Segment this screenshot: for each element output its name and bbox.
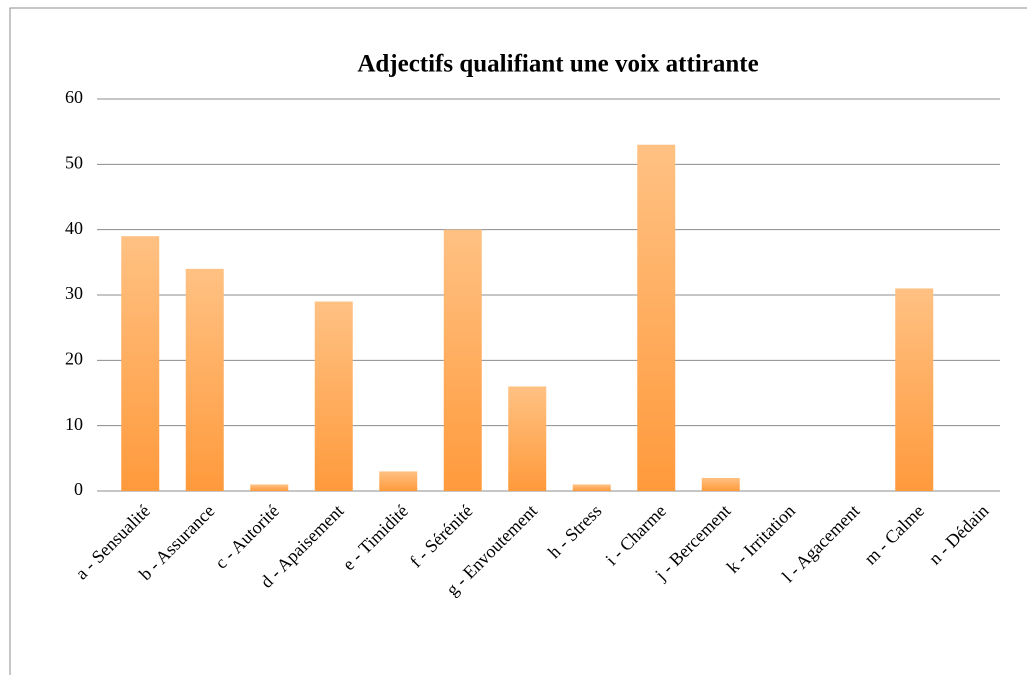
y-tick-label: 0 <box>74 479 83 499</box>
bar <box>443 229 482 491</box>
bar <box>895 288 934 491</box>
bar <box>314 301 353 491</box>
y-tick-label: 20 <box>65 348 83 368</box>
bar <box>121 236 160 491</box>
y-tick-label: 60 <box>65 87 83 107</box>
x-tick-label: h - Stress <box>544 501 606 563</box>
bar <box>637 144 676 491</box>
x-tick-label: i - Charme <box>601 501 670 570</box>
chart-title: Adjectifs qualifiant une voix attirante <box>357 51 758 78</box>
y-tick-label: 40 <box>65 218 83 238</box>
chart-frame <box>9 7 1027 675</box>
bar <box>185 268 224 491</box>
y-tick-label: 30 <box>65 283 83 303</box>
y-tick-label: 10 <box>65 414 83 434</box>
x-tick-label: n - Dédain <box>925 501 993 569</box>
bar <box>508 386 547 491</box>
bar <box>572 484 611 491</box>
x-tick-label: e - Timidité <box>338 501 412 575</box>
x-tick-label: m - Calme <box>860 501 928 569</box>
bar <box>379 471 418 491</box>
y-tick-label: 50 <box>65 152 83 172</box>
bar <box>701 477 740 491</box>
bar <box>250 484 289 491</box>
